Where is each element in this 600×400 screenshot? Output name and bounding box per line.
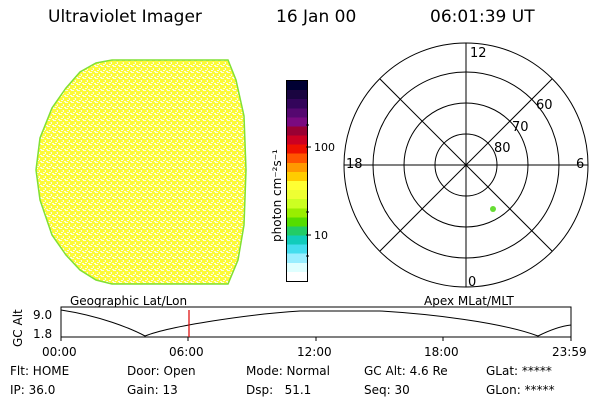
- satellite-position-marker: [490, 206, 496, 212]
- apex-label: Apex MLat/MLT: [424, 294, 514, 308]
- lat-label-60: 60: [536, 98, 553, 113]
- ip-label: IP: 36.0: [10, 383, 56, 397]
- alt-tick-9: 9.0: [33, 308, 53, 322]
- date-label: 16 Jan 00: [276, 7, 357, 27]
- lat-label-70: 70: [512, 120, 529, 135]
- mlt-label-6: 6: [576, 157, 585, 172]
- flight-label: Flt: HOME: [10, 364, 70, 378]
- x-tick-2359: 23:59: [552, 345, 587, 359]
- time-label: 06:01:39 UT: [430, 7, 535, 27]
- colorbar-tick-10: 10: [314, 229, 328, 242]
- mlt-label-0: 0: [468, 275, 477, 290]
- dsp-label: Dsp: 51.1: [246, 383, 312, 397]
- lat-label-80: 80: [494, 141, 511, 156]
- x-tick-1800: 18:00: [424, 345, 459, 359]
- gc-alt-label: GC Alt: 4.6 Re: [364, 364, 448, 378]
- gain-label: Gain: 13: [127, 383, 178, 397]
- mode-label: Mode: Normal: [246, 364, 330, 378]
- glat-label: GLat: *****: [486, 364, 552, 378]
- x-tick-0000: 00:00: [42, 345, 77, 359]
- door-label: Door: Open: [127, 364, 196, 378]
- colorbar-tick-100: 100: [314, 141, 335, 154]
- seq-label: Seq: 30: [364, 383, 410, 397]
- geographic-label: Geographic Lat/Lon: [70, 294, 188, 308]
- alt-tick-1-8: 1.8: [33, 327, 53, 341]
- app-title: Ultraviolet Imager: [48, 7, 202, 27]
- glon-label: GLon: *****: [486, 383, 555, 397]
- mlt-label-18: 18: [346, 157, 363, 172]
- x-tick-0600: 06:00: [169, 345, 204, 359]
- colorbar-ticks: [306, 124, 311, 257]
- x-tick-1200: 12:00: [297, 345, 332, 359]
- mlt-label-12: 12: [470, 46, 487, 61]
- colorbar: [286, 80, 308, 282]
